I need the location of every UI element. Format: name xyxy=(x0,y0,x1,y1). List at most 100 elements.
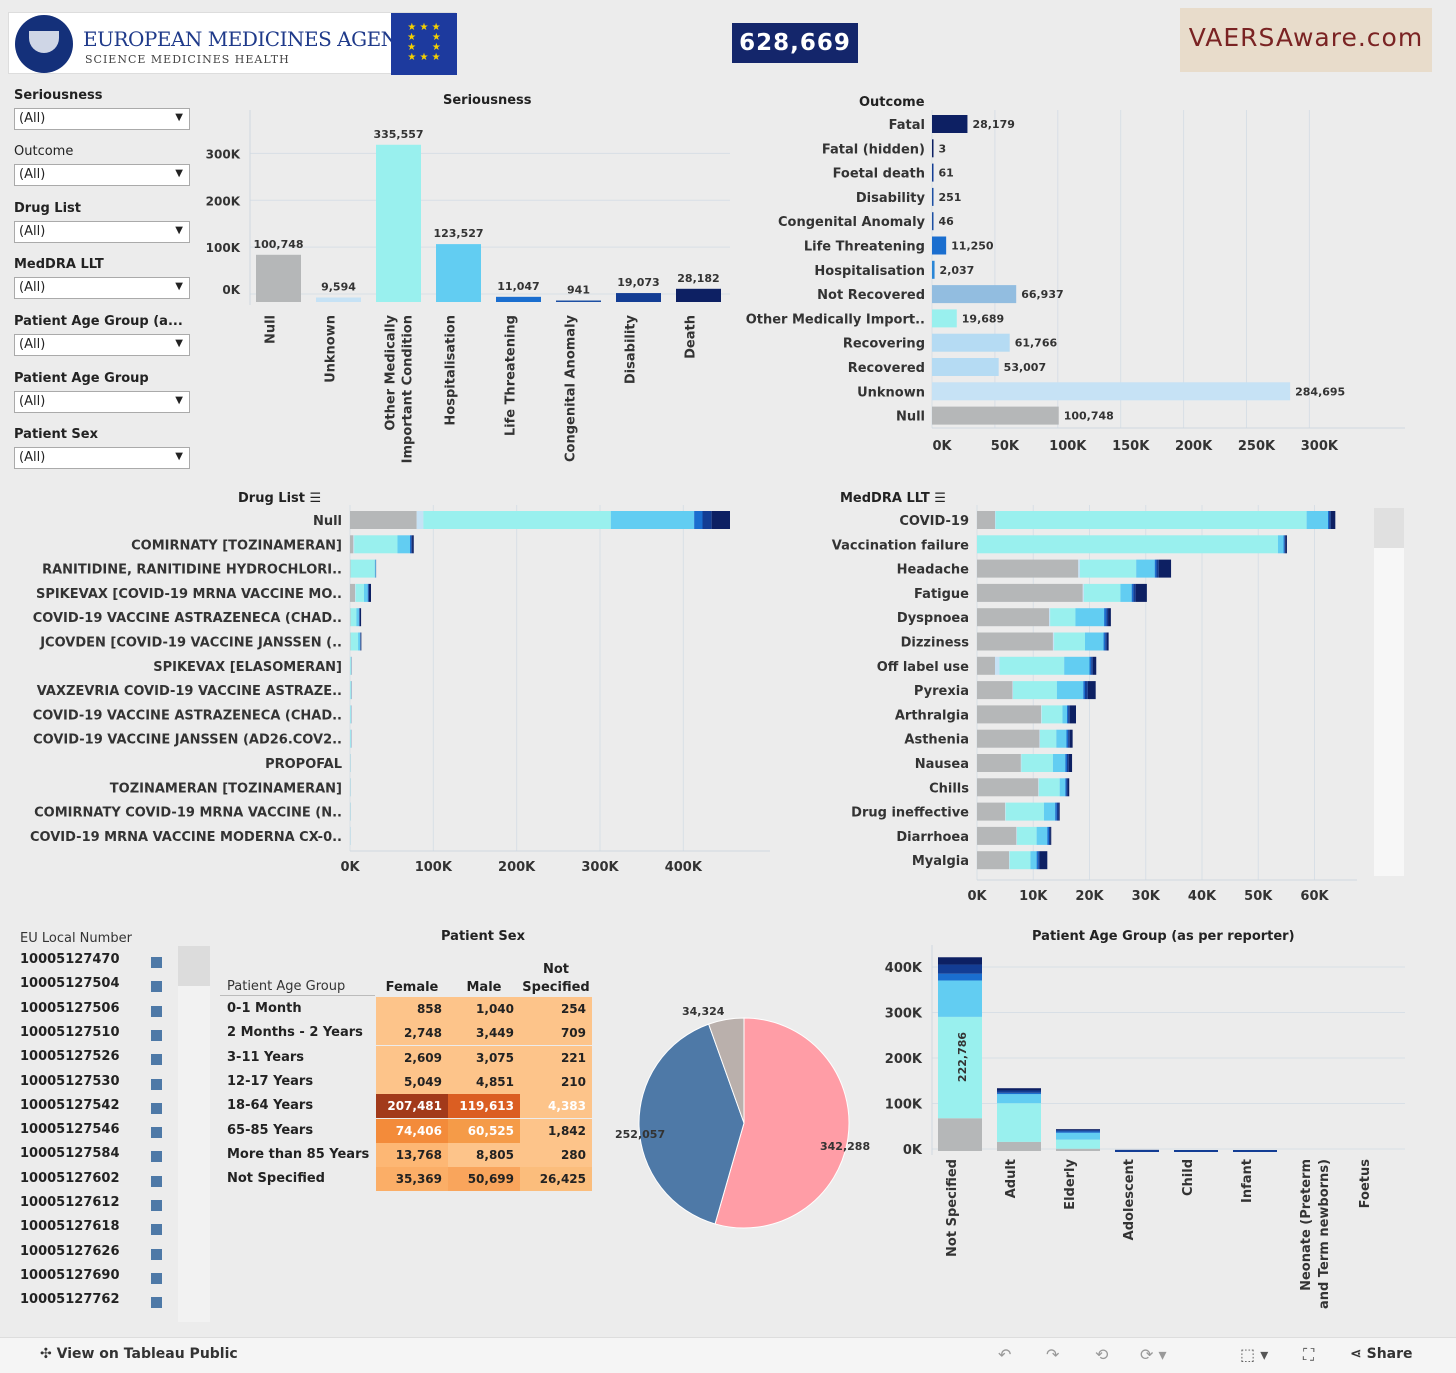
bar-segment[interactable] xyxy=(1064,656,1090,675)
bar-segment[interactable] xyxy=(350,656,351,675)
table-cell[interactable]: 26,425 xyxy=(520,1167,592,1192)
bar[interactable] xyxy=(932,187,934,206)
eu-local-number-item[interactable]: 10005127504 xyxy=(20,976,120,992)
refresh-icon[interactable]: ⟳ ▾ xyxy=(1140,1345,1167,1364)
meddra-scrollbar-thumb[interactable] xyxy=(1374,508,1404,548)
bar-segment[interactable] xyxy=(359,608,360,627)
bar-segment[interactable] xyxy=(350,632,359,651)
age-group-chart[interactable]: 0K 100K 200K 300K 400K Not Specified Adult Elde… xyxy=(860,945,1420,1325)
eu-local-number-item[interactable]: 10005127690 xyxy=(20,1267,120,1283)
bar-segment[interactable] xyxy=(1013,681,1057,700)
table-cell[interactable]: 3,449 xyxy=(448,1021,520,1046)
bar-segment[interactable] xyxy=(1067,778,1070,797)
share-button[interactable]: ⋖ Share xyxy=(1350,1346,1413,1362)
bar-segment[interactable] xyxy=(1069,705,1076,724)
bar-segment[interactable] xyxy=(997,1094,1041,1104)
fullscreen-icon[interactable]: ⛶ xyxy=(1303,1345,1315,1364)
bar-segment[interactable] xyxy=(1016,826,1037,845)
bar-segment[interactable] xyxy=(997,1090,1041,1093)
bar-segment[interactable] xyxy=(1306,511,1328,529)
bar-segment[interactable] xyxy=(368,583,369,602)
table-cell[interactable]: 858 xyxy=(376,997,448,1021)
bar[interactable] xyxy=(932,406,1059,425)
bar[interactable] xyxy=(256,254,301,302)
bar-segment[interactable] xyxy=(1052,632,1055,651)
sort-icon[interactable]: ☰ xyxy=(934,491,946,506)
bar-segment[interactable] xyxy=(1041,705,1063,724)
bar-segment[interactable] xyxy=(360,632,362,651)
table-cell[interactable]: 2,748 xyxy=(376,1021,448,1046)
bar-segment[interactable] xyxy=(1059,778,1066,797)
bar-segment[interactable] xyxy=(1079,559,1137,578)
bar-segment[interactable] xyxy=(374,559,376,578)
bar-segment[interactable] xyxy=(1020,754,1022,772)
bar-segment[interactable] xyxy=(977,632,1053,651)
table-cell[interactable]: 207,481 xyxy=(376,1094,448,1119)
bar-segment[interactable] xyxy=(1105,632,1107,651)
pie-slice[interactable] xyxy=(708,1017,745,1124)
filter-dropdown[interactable]: (All) ▼ xyxy=(14,164,190,186)
bar-segment[interactable] xyxy=(1066,778,1068,797)
bar[interactable] xyxy=(932,139,934,158)
bar[interactable] xyxy=(932,285,1017,304)
bar-segment[interactable] xyxy=(1038,778,1039,797)
download-icon[interactable]: ⬚ ▾ xyxy=(1240,1345,1269,1364)
bar-segment[interactable] xyxy=(1277,535,1284,554)
bar-segment[interactable] xyxy=(1158,559,1172,578)
bar-segment[interactable] xyxy=(1054,632,1085,651)
bar-segment[interactable] xyxy=(1056,681,1084,700)
bar[interactable] xyxy=(376,144,421,302)
bar[interactable] xyxy=(932,115,968,133)
bar-segment[interactable] xyxy=(1067,754,1069,772)
bar-segment[interactable] xyxy=(1083,583,1121,602)
table-cell[interactable]: 3,075 xyxy=(448,1045,520,1070)
bar-segment[interactable] xyxy=(1068,754,1073,772)
bar-segment[interactable] xyxy=(938,1118,982,1151)
bar-segment[interactable] xyxy=(997,1141,1041,1151)
bar-segment[interactable] xyxy=(1284,535,1286,554)
outcome-chart[interactable]: 0K 50K 100K 150K 200K 250K 300K Fatal 28,179 Fata… xyxy=(735,110,1415,460)
bar-segment[interactable] xyxy=(997,1103,1041,1142)
bar-segment[interactable] xyxy=(358,632,361,651)
eu-list-scrollbar[interactable] xyxy=(178,946,210,1322)
bar-segment[interactable] xyxy=(350,535,354,554)
bar-segment[interactable] xyxy=(1049,826,1051,845)
bar-segment[interactable] xyxy=(1154,559,1157,578)
bar-segment[interactable] xyxy=(977,802,1006,821)
revert-icon[interactable]: ⟲ xyxy=(1095,1345,1109,1364)
eu-local-number-item[interactable]: 10005127618 xyxy=(20,1219,120,1235)
eu-local-number-item[interactable]: 10005127546 xyxy=(20,1122,120,1138)
bar[interactable] xyxy=(932,309,957,328)
bar-segment[interactable] xyxy=(702,511,712,529)
redo-icon[interactable]: ↷ xyxy=(1046,1345,1060,1364)
bar-segment[interactable] xyxy=(694,511,703,529)
bar-segment[interactable] xyxy=(1085,681,1088,700)
bar-segment[interactable] xyxy=(1106,608,1109,627)
bar-segment[interactable] xyxy=(350,559,375,578)
bar-segment[interactable] xyxy=(977,705,1042,724)
bar-segment[interactable] xyxy=(350,705,351,724)
bar-segment[interactable] xyxy=(938,980,982,1017)
bar[interactable] xyxy=(496,296,541,302)
bar-segment[interactable] xyxy=(1047,826,1049,845)
bar-segment[interactable] xyxy=(367,583,369,602)
bar-segment[interactable] xyxy=(1283,535,1285,554)
bar-segment[interactable] xyxy=(354,535,398,554)
view-on-tableau-link[interactable]: ✣ View on Tableau Public xyxy=(40,1346,238,1362)
bar-segment[interactable] xyxy=(1038,851,1040,870)
bar-segment[interactable] xyxy=(355,583,364,602)
bar[interactable] xyxy=(676,288,721,302)
bar-segment[interactable] xyxy=(1036,851,1039,870)
eu-local-number-item[interactable]: 10005127510 xyxy=(20,1024,120,1040)
bar-segment[interactable] xyxy=(1056,1129,1100,1131)
bar[interactable] xyxy=(932,358,999,376)
bar[interactable] xyxy=(616,293,661,302)
bar[interactable] xyxy=(932,236,947,255)
bar-segment[interactable] xyxy=(1108,608,1111,627)
bar-segment[interactable] xyxy=(350,583,355,602)
bar-segment[interactable] xyxy=(997,1092,1041,1095)
eu-local-number-item[interactable]: 10005127526 xyxy=(20,1049,120,1065)
bar-segment[interactable] xyxy=(1050,826,1052,845)
bar-segment[interactable] xyxy=(350,681,351,700)
bar[interactable] xyxy=(932,382,1291,401)
